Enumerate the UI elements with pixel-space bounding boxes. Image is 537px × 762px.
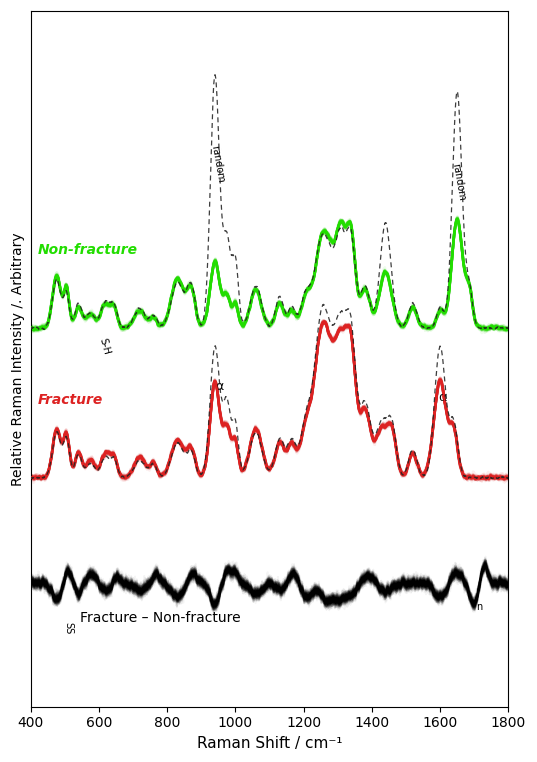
Text: random: random bbox=[451, 162, 467, 201]
Text: random: random bbox=[209, 145, 226, 184]
Text: Fracture: Fracture bbox=[38, 392, 103, 407]
Text: Non-fracture: Non-fracture bbox=[38, 243, 137, 257]
X-axis label: Raman Shift / cm⁻¹: Raman Shift / cm⁻¹ bbox=[197, 736, 342, 751]
Text: α: α bbox=[439, 391, 447, 404]
Text: SS: SS bbox=[63, 623, 73, 635]
Y-axis label: Relative Raman Intensity /. Arbitrary: Relative Raman Intensity /. Arbitrary bbox=[11, 232, 25, 485]
Text: n: n bbox=[476, 602, 482, 612]
Text: α: α bbox=[215, 380, 223, 393]
Text: S-H: S-H bbox=[97, 338, 111, 356]
Text: Fracture – Non-fracture: Fracture – Non-fracture bbox=[80, 611, 241, 625]
